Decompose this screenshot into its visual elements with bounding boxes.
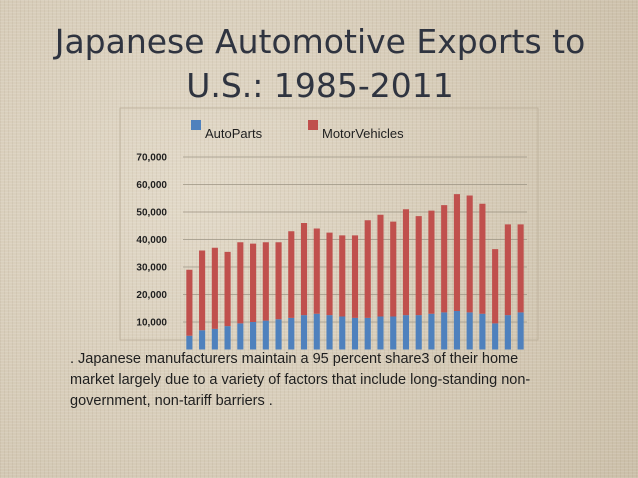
bar-motorvehicles xyxy=(262,242,269,321)
bar-autoparts xyxy=(466,312,473,350)
legend-label-autoparts: AutoParts xyxy=(205,126,263,141)
bar-motorvehicles xyxy=(237,242,244,324)
bar-autoparts xyxy=(186,335,193,350)
bar-autoparts xyxy=(237,323,244,350)
bar-autoparts xyxy=(415,315,422,350)
y-tick-label: 60,000 xyxy=(136,180,167,191)
bar-motorvehicles xyxy=(186,269,193,336)
y-tick-label: 40,000 xyxy=(136,235,167,246)
bar-autoparts xyxy=(479,313,486,350)
bar-motorvehicles xyxy=(453,194,460,311)
legend-label-motorvehicles: MotorVehicles xyxy=(322,126,404,141)
bar-motorvehicles xyxy=(402,209,410,316)
bar-motorvehicles xyxy=(300,223,308,316)
bar-autoparts xyxy=(504,315,511,350)
bar-autoparts xyxy=(326,315,333,350)
bar-motorvehicles xyxy=(441,205,448,313)
bar-motorvehicles xyxy=(288,231,295,318)
bar-autoparts xyxy=(262,320,269,350)
bar-motorvehicles xyxy=(492,249,499,324)
bar-autoparts xyxy=(492,323,499,350)
legend-swatch-motorvehicles xyxy=(308,120,318,130)
bar-motorvehicles xyxy=(504,224,511,316)
bar-motorvehicles xyxy=(339,235,346,317)
bar-autoparts xyxy=(402,315,410,350)
bar-autoparts xyxy=(339,316,346,350)
bar-autoparts xyxy=(377,316,384,350)
slide-title: Japanese Automotive Exports to U.S.: 198… xyxy=(54,22,586,105)
chart-frame xyxy=(119,107,539,341)
y-tick-label: 70,000 xyxy=(136,153,167,164)
bar-motorvehicles xyxy=(250,243,257,322)
bar-motorvehicles xyxy=(199,250,206,331)
bar-motorvehicles xyxy=(479,203,486,314)
bar-autoparts xyxy=(517,312,524,350)
bar-motorvehicles xyxy=(326,232,333,316)
bar-motorvehicles xyxy=(466,195,473,313)
bar-motorvehicles xyxy=(517,224,524,313)
bar-autoparts xyxy=(300,315,308,350)
bar-motorvehicles xyxy=(377,214,384,317)
legend-swatch-autoparts xyxy=(191,120,201,130)
bar-motorvehicles xyxy=(390,221,397,317)
bar-motorvehicles xyxy=(313,228,320,314)
bar-motorvehicles xyxy=(351,235,359,318)
bar-motorvehicles xyxy=(428,210,435,314)
slide-caption: . Japanese manufacturers maintain a 95 p… xyxy=(70,351,531,409)
y-tick-label: 20,000 xyxy=(136,290,167,301)
bar-autoparts xyxy=(364,317,371,350)
bar-autoparts xyxy=(313,313,320,350)
bar-motorvehicles xyxy=(275,242,282,320)
bar-motorvehicles xyxy=(364,220,371,318)
bar-autoparts xyxy=(275,319,282,350)
bar-autoparts xyxy=(288,317,295,350)
y-tick-label: 30,000 xyxy=(136,263,167,274)
bar-motorvehicles xyxy=(415,216,422,316)
bar-motorvehicles xyxy=(224,251,231,327)
bar-autoparts xyxy=(199,330,206,350)
y-tick-label: 50,000 xyxy=(136,208,167,219)
bar-motorvehicles xyxy=(211,247,218,329)
bar-autoparts xyxy=(428,313,435,350)
bar-autoparts xyxy=(224,326,231,350)
bar-autoparts xyxy=(250,322,257,350)
bar-autoparts xyxy=(453,311,460,350)
bar-autoparts xyxy=(441,312,448,350)
bar-autoparts xyxy=(390,316,397,350)
bar-autoparts xyxy=(351,317,359,350)
bar-autoparts xyxy=(211,328,218,350)
y-tick-label: 10,000 xyxy=(136,318,167,329)
